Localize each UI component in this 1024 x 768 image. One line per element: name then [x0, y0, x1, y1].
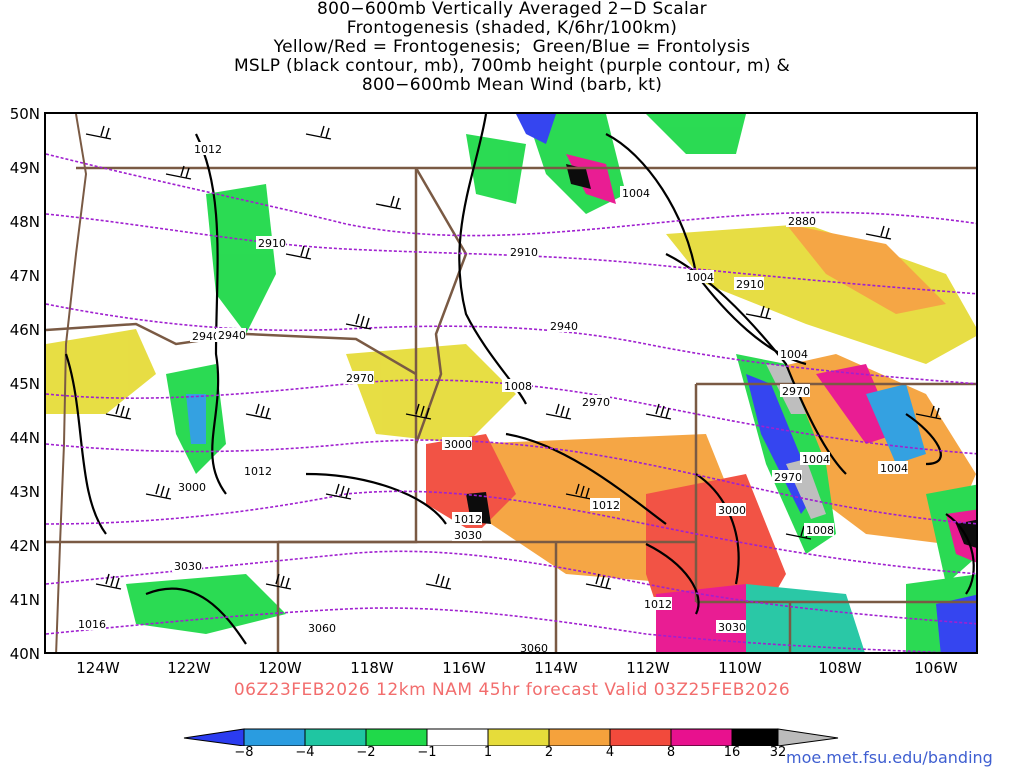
wind-barbs — [85, 125, 942, 590]
colorbar-label: 1 — [483, 745, 493, 760]
title-line-1: 800−600mb Vertically Averaged 2−D Scalar — [317, 0, 707, 19]
lat-label-47n: 47N — [9, 267, 40, 285]
height-label: 2970 — [774, 471, 802, 484]
mslp-label: 1012 — [592, 499, 620, 512]
colorbar-label: −1 — [417, 745, 437, 760]
height-label: 2940 — [550, 320, 578, 333]
lon-label-122w: 122W — [167, 659, 211, 677]
colorbar-segment — [487, 728, 550, 746]
lon-label-106w: 106W — [914, 659, 958, 677]
mslp-label: 1004 — [802, 453, 830, 466]
colorbar-segment — [243, 728, 306, 746]
colorbar — [183, 728, 839, 746]
height-label: 3000 — [178, 481, 206, 494]
height-label: 3060 — [308, 622, 336, 635]
lon-label-108w: 108W — [818, 659, 862, 677]
colorbar-label: 8 — [666, 745, 676, 760]
lon-label-120w: 120W — [258, 659, 302, 677]
lon-label-110w: 110W — [718, 659, 762, 677]
height-label: 2910 — [510, 246, 538, 259]
colorbar-segment — [304, 728, 367, 746]
mslp-label: 1008 — [806, 524, 834, 537]
contour-labels: 1012 1012 1008 1004 1004 1004 1004 1004 … — [76, 142, 908, 654]
height-label: 3060 — [520, 642, 548, 654]
colorbar-label: 2 — [544, 745, 554, 760]
colorbar-segment — [548, 728, 611, 746]
title-line-5: 800−600mb Mean Wind (barb, kt) — [361, 75, 663, 95]
height-label: 2880 — [788, 215, 816, 228]
lat-label-40n: 40N — [9, 645, 40, 663]
forecast-valid-line: 06Z23FEB2026 12km NAM 45hr forecast Vali… — [233, 680, 791, 700]
height-contours — [46, 153, 976, 652]
political-borders — [46, 114, 976, 652]
height-label: 2940 — [218, 329, 246, 342]
lat-label-46n: 46N — [9, 321, 40, 339]
colorbar-label: 4 — [605, 745, 615, 760]
height-label: 3030 — [454, 529, 482, 542]
lon-label-124w: 124W — [76, 659, 120, 677]
colorbar-label: 32 — [769, 745, 787, 760]
colorbar-label: −4 — [295, 745, 315, 760]
height-label: 3030 — [718, 621, 746, 634]
title-line-3: Yellow/Red = Frontogenesis; Green/Blue =… — [273, 37, 751, 57]
mslp-label: 1004 — [880, 462, 908, 475]
lon-label-116w: 116W — [442, 659, 486, 677]
colorbar-segment — [731, 728, 779, 746]
colorbar-label: −2 — [356, 745, 376, 760]
height-label: 2940 — [192, 330, 220, 343]
mslp-label: 1004 — [780, 348, 808, 361]
height-label: 3000 — [718, 504, 746, 517]
height-label: 3030 — [174, 560, 202, 573]
height-label: 2910 — [736, 278, 764, 291]
lat-label-45n: 45N — [9, 375, 40, 393]
mslp-label: 1004 — [622, 187, 650, 200]
colorbar-label: −8 — [234, 745, 254, 760]
height-label: 2970 — [346, 372, 374, 385]
mslp-label: 1012 — [644, 598, 672, 611]
height-label: 2970 — [582, 396, 610, 409]
colorbar-segment — [670, 728, 733, 746]
source-credit-link[interactable]: moe.met.fsu.edu/banding — [786, 748, 993, 767]
colorbar-label: 16 — [723, 745, 741, 760]
frontogenesis-map: 1012 1012 1008 1004 1004 1004 1004 1004 … — [46, 114, 976, 654]
lat-label-49n: 49N — [9, 159, 40, 177]
mslp-label: 1004 — [686, 271, 714, 284]
colorbar-segment — [426, 728, 489, 746]
mslp-label: 1012 — [244, 465, 272, 478]
colorbar-segment — [365, 728, 428, 746]
lon-label-118w: 118W — [350, 659, 394, 677]
height-label: 3000 — [444, 438, 472, 451]
map-panel: 1012 1012 1008 1004 1004 1004 1004 1004 … — [44, 112, 978, 654]
lat-label-50n: 50N — [9, 105, 40, 123]
mslp-label: 1012 — [194, 143, 222, 156]
figure-title: 800−600mb Vertically Averaged 2−D Scalar… — [0, 0, 1024, 95]
lat-label-44n: 44N — [9, 429, 40, 447]
mslp-label: 1008 — [504, 380, 532, 393]
colorbar-segment — [609, 728, 672, 746]
colorbar-segment — [777, 728, 839, 746]
colorbar-segment — [183, 728, 245, 746]
title-line-4: MSLP (black contour, mb), 700mb height (… — [233, 56, 791, 76]
lon-label-114w: 114W — [534, 659, 578, 677]
title-line-2: Frontogenesis (shaded, K/6hr/100km) — [346, 18, 678, 38]
mslp-label: 1016 — [78, 618, 106, 631]
lat-label-41n: 41N — [9, 591, 40, 609]
lat-label-42n: 42N — [9, 537, 40, 555]
lon-label-112w: 112W — [626, 659, 670, 677]
height-label: 2970 — [782, 385, 810, 398]
mslp-label: 1012 — [454, 513, 482, 526]
lat-label-43n: 43N — [9, 483, 40, 501]
height-label: 2910 — [258, 237, 286, 250]
lat-label-48n: 48N — [9, 213, 40, 231]
